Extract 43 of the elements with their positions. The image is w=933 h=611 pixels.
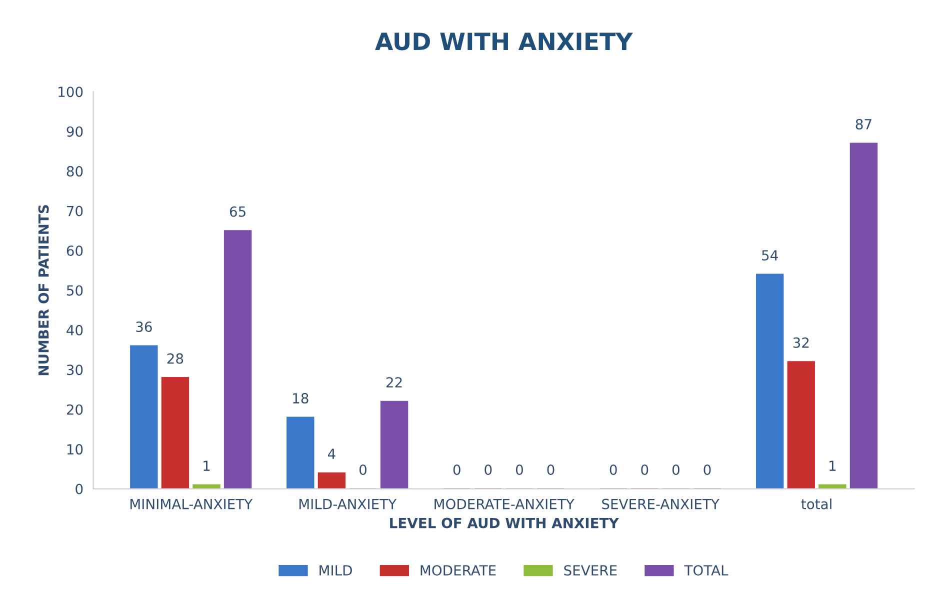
data-label: 0 — [484, 464, 492, 475]
y-tick-label: 10 — [67, 444, 83, 455]
data-label: 0 — [359, 464, 366, 475]
x-tick-label: SEVERE-ANXIETY — [602, 498, 720, 510]
data-label: 36 — [136, 322, 152, 332]
data-label: 54 — [762, 250, 778, 261]
x-tick-label: total — [801, 498, 832, 510]
legend-label: TOTAL — [684, 565, 728, 576]
y-axis-title: NUMBER OF PATIENTS — [38, 205, 49, 376]
data-label: 0 — [453, 464, 460, 475]
data-label: 0 — [672, 464, 680, 475]
data-label: 65 — [230, 206, 246, 217]
data-label: 1 — [830, 460, 836, 471]
y-tick-label: 20 — [66, 404, 83, 415]
x-tick-label: MINIMAL-ANXIETY — [130, 498, 253, 510]
y-tick-label: 50 — [66, 285, 83, 296]
data-label: 28 — [167, 353, 184, 364]
legend-label: MODERATE — [420, 565, 496, 576]
y-tick-label: 40 — [66, 324, 83, 336]
legend-label: SEVERE — [564, 565, 617, 576]
data-label: 0 — [516, 464, 523, 475]
y-tick-label: 30 — [66, 364, 83, 376]
y-tick-label: 90 — [66, 126, 83, 137]
y-tick-label: 60 — [66, 245, 83, 256]
chart-title: AUD WITH ANXIETY — [375, 32, 633, 50]
x-tick-label: MILD-ANXIETY — [299, 498, 397, 510]
y-tick-label: 0 — [76, 484, 83, 494]
data-label: 0 — [610, 464, 617, 475]
data-label: 32 — [793, 337, 809, 348]
data-label: 4 — [328, 448, 336, 459]
data-label: 1 — [204, 460, 210, 471]
data-label: 0 — [547, 464, 554, 475]
y-tick-label: 70 — [67, 206, 83, 216]
data-label: 87 — [856, 118, 872, 130]
x-axis-title: LEVEL OF AUD WITH ANXIETY — [390, 518, 619, 528]
data-label: 18 — [293, 393, 308, 404]
data-label: 0 — [704, 464, 711, 475]
data-label: 22 — [386, 377, 402, 388]
data-label: 0 — [641, 464, 648, 475]
legend-label: MILD — [320, 565, 352, 576]
x-tick-label: MODERATE-ANXIETY — [434, 498, 574, 510]
y-tick-label: 80 — [66, 166, 83, 177]
y-tick-label: 100 — [58, 86, 83, 98]
